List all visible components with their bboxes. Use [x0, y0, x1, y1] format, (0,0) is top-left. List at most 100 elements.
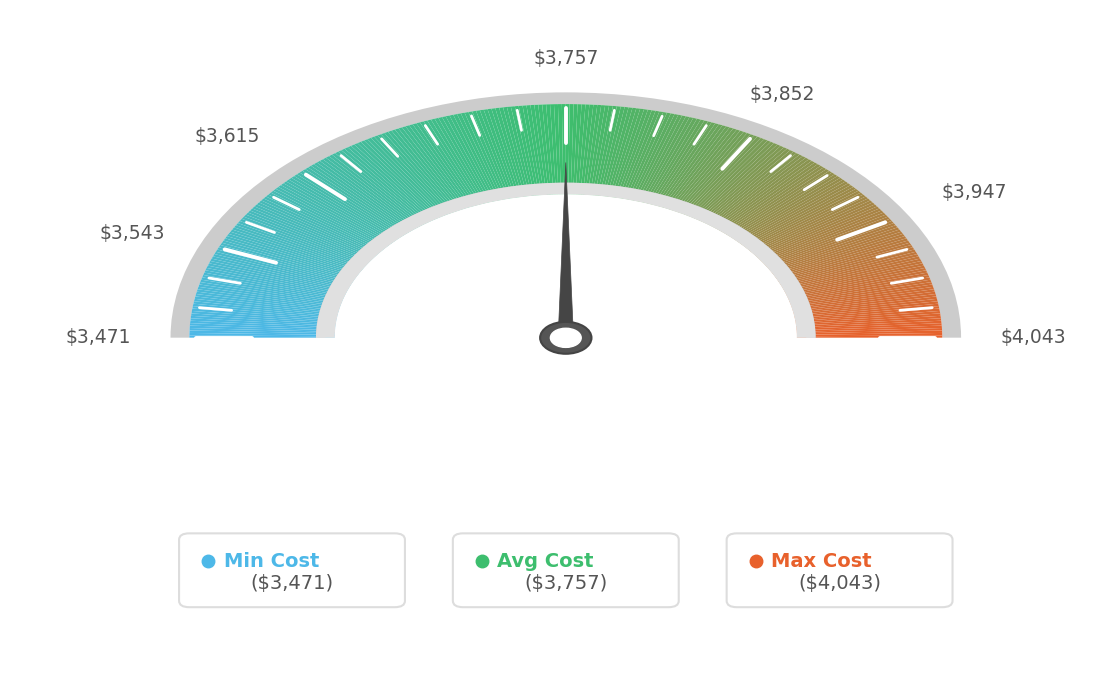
Wedge shape: [626, 112, 667, 199]
Wedge shape: [270, 190, 386, 248]
Wedge shape: [200, 279, 342, 304]
Wedge shape: [796, 313, 941, 324]
Wedge shape: [773, 234, 905, 275]
Wedge shape: [581, 104, 593, 195]
Wedge shape: [793, 292, 935, 311]
Wedge shape: [762, 215, 888, 264]
Wedge shape: [599, 106, 625, 196]
Wedge shape: [768, 225, 898, 270]
Wedge shape: [711, 156, 806, 227]
Wedge shape: [775, 238, 909, 278]
Wedge shape: [778, 245, 913, 282]
Wedge shape: [750, 197, 868, 253]
Wedge shape: [672, 130, 744, 211]
Wedge shape: [745, 190, 861, 248]
Wedge shape: [796, 326, 942, 332]
Wedge shape: [491, 108, 522, 197]
Wedge shape: [361, 141, 442, 217]
FancyBboxPatch shape: [453, 533, 679, 607]
Wedge shape: [213, 254, 350, 288]
Text: ($3,757): ($3,757): [524, 574, 607, 593]
Wedge shape: [539, 104, 551, 195]
Wedge shape: [242, 217, 369, 265]
Wedge shape: [191, 313, 336, 324]
Wedge shape: [449, 115, 497, 201]
Wedge shape: [294, 175, 401, 239]
Wedge shape: [299, 171, 404, 237]
Wedge shape: [332, 153, 424, 226]
Wedge shape: [320, 159, 416, 229]
Wedge shape: [790, 284, 933, 306]
Wedge shape: [465, 112, 506, 199]
Wedge shape: [190, 323, 336, 331]
Wedge shape: [787, 273, 928, 299]
Wedge shape: [276, 187, 390, 246]
Wedge shape: [205, 268, 346, 297]
Wedge shape: [785, 264, 924, 293]
Wedge shape: [571, 104, 577, 195]
Text: Avg Cost: Avg Cost: [497, 551, 594, 571]
Wedge shape: [194, 297, 339, 314]
Wedge shape: [593, 106, 613, 195]
Wedge shape: [278, 185, 391, 245]
Wedge shape: [783, 257, 920, 289]
Circle shape: [551, 328, 581, 347]
Wedge shape: [195, 294, 339, 313]
Wedge shape: [679, 134, 754, 214]
Wedge shape: [637, 115, 686, 202]
Wedge shape: [381, 133, 455, 213]
Wedge shape: [246, 213, 371, 262]
Wedge shape: [203, 273, 344, 299]
Wedge shape: [170, 92, 962, 338]
Wedge shape: [252, 206, 374, 259]
Wedge shape: [624, 111, 664, 199]
Wedge shape: [194, 299, 338, 315]
Wedge shape: [721, 164, 820, 233]
Wedge shape: [683, 137, 761, 215]
Wedge shape: [781, 252, 917, 286]
Wedge shape: [190, 331, 335, 335]
Wedge shape: [763, 217, 890, 265]
Wedge shape: [215, 250, 352, 285]
Wedge shape: [209, 261, 348, 292]
Wedge shape: [656, 122, 715, 206]
Wedge shape: [786, 266, 925, 295]
Text: Max Cost: Max Cost: [771, 551, 872, 571]
Wedge shape: [633, 114, 678, 201]
Wedge shape: [719, 162, 818, 231]
Wedge shape: [575, 104, 585, 195]
Wedge shape: [288, 178, 397, 241]
Wedge shape: [754, 202, 875, 256]
Wedge shape: [254, 204, 376, 257]
Wedge shape: [273, 189, 388, 248]
Circle shape: [540, 322, 592, 354]
Wedge shape: [651, 121, 708, 205]
Wedge shape: [291, 176, 399, 239]
Wedge shape: [202, 275, 343, 301]
Wedge shape: [302, 169, 406, 235]
Text: $3,543: $3,543: [99, 224, 164, 244]
Wedge shape: [777, 243, 911, 281]
Polygon shape: [559, 162, 573, 338]
Wedge shape: [206, 266, 346, 295]
Wedge shape: [251, 208, 373, 259]
Wedge shape: [760, 210, 883, 261]
Wedge shape: [703, 150, 794, 224]
Wedge shape: [348, 146, 434, 221]
Wedge shape: [789, 277, 931, 302]
Wedge shape: [796, 318, 942, 327]
Wedge shape: [558, 104, 563, 195]
Wedge shape: [731, 175, 838, 239]
Wedge shape: [248, 210, 372, 261]
Wedge shape: [795, 304, 938, 318]
Wedge shape: [793, 294, 936, 313]
Wedge shape: [384, 132, 457, 212]
Wedge shape: [729, 172, 835, 237]
Wedge shape: [797, 335, 943, 338]
Wedge shape: [191, 311, 337, 323]
Wedge shape: [193, 302, 338, 317]
Text: ($3,471): ($3,471): [251, 574, 333, 593]
Wedge shape: [229, 232, 360, 274]
Wedge shape: [519, 106, 539, 195]
Wedge shape: [364, 139, 444, 217]
